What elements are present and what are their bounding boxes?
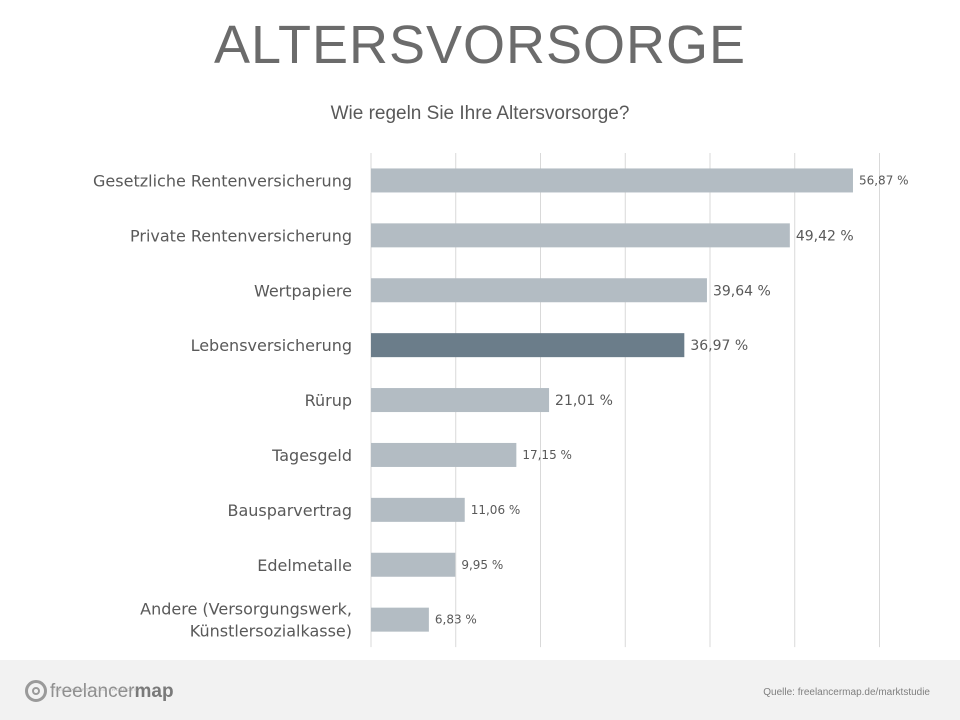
chart-subtitle: Wie regeln Sie Ihre Altersvorsorge? [330, 103, 630, 124]
data-label: 11,06 % [471, 503, 521, 517]
category-label: Lebensversicherung [191, 336, 352, 355]
bar-chart: Gesetzliche Rentenversicherung 56,87 % Pri… [93, 153, 909, 648]
bar [371, 388, 550, 413]
freelancermap-logo-icon [25, 680, 47, 702]
data-label: 21,01 % [555, 393, 613, 409]
data-label: 39,64 % [713, 283, 771, 299]
category-label: Tagesgeld [271, 446, 352, 465]
data-label: 49,42 % [796, 228, 854, 244]
bar [371, 168, 853, 193]
data-label: 6,83 % [435, 613, 477, 627]
data-label: 56,87 % [859, 173, 909, 187]
bar [371, 333, 685, 358]
logo-tagline: FIND EXPERTS AND PROJECTS [52, 687, 138, 692]
chart-title: ALTERSVORSORGE [213, 15, 747, 75]
data-label: 9,95 % [461, 558, 503, 572]
category-label: Wertpapiere [254, 281, 352, 300]
bar [371, 497, 465, 522]
bar [371, 223, 790, 248]
bar [371, 442, 517, 467]
bar [371, 278, 707, 303]
footer: freelancermap FIND EXPERTS AND PROJECTS … [0, 660, 960, 720]
category-label: Private Rentenversicherung [130, 226, 352, 245]
logo-text: freelancermap [50, 680, 174, 702]
bar [371, 552, 456, 577]
category-label: Gesetzliche Rentenversicherung [93, 171, 352, 190]
category-label: Andere (Versorgungswerk, Künstlersozialka… [140, 600, 352, 641]
category-label: Edelmetalle [257, 556, 352, 575]
data-label: 36,97 % [690, 338, 748, 354]
bar [371, 607, 429, 632]
category-label: Bausparvertrag [228, 501, 353, 520]
freelancermap-logo: freelancermap [25, 676, 174, 706]
data-label: 17,15 % [522, 448, 572, 462]
source-note: Quelle: freelancermap.de/marktstudie [763, 687, 930, 698]
category-label: Rürup [305, 391, 352, 410]
